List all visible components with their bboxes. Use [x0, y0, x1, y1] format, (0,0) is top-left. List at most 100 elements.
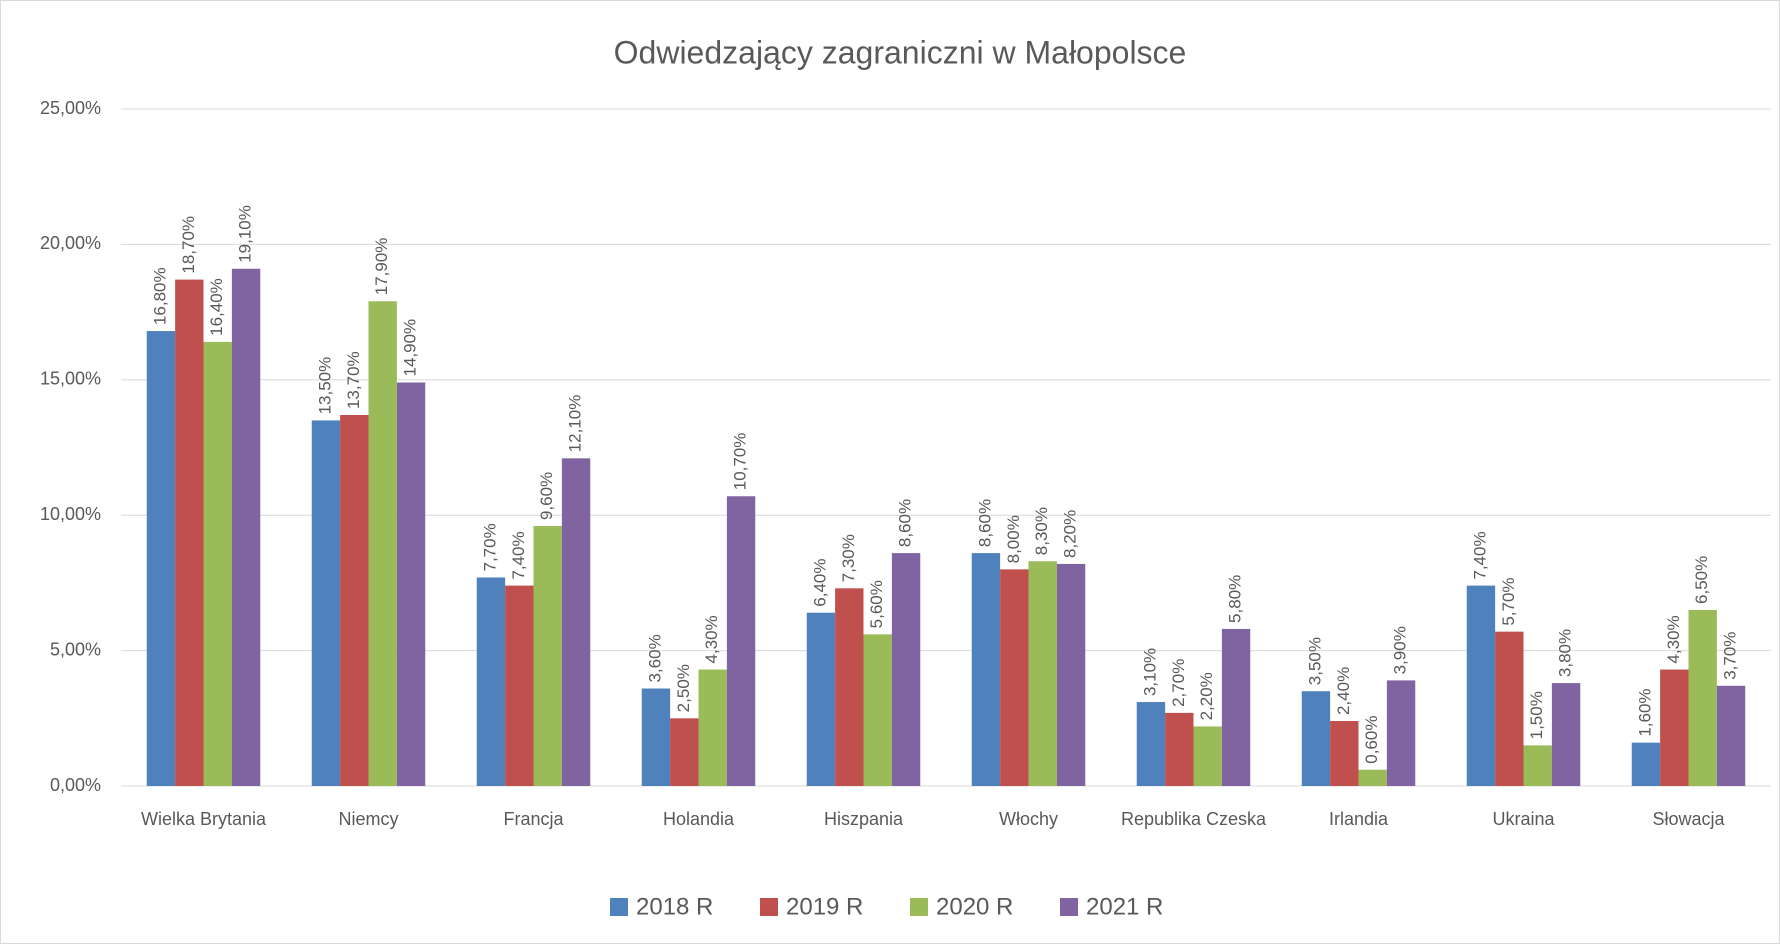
chart-title: Odwiedzający zagraniczni w Małopolsce [614, 34, 1187, 70]
bar [806, 612, 836, 786]
data-label: 1,60% [1635, 688, 1654, 736]
bar [231, 268, 261, 787]
bar [311, 420, 341, 786]
data-label: 2,40% [1334, 667, 1353, 715]
data-label: 3,70% [1721, 632, 1740, 680]
x-tick-label: Irlandia [1329, 809, 1389, 829]
bar [863, 634, 892, 786]
legend-swatch [760, 898, 778, 916]
y-tick-label: 15,00% [40, 369, 101, 389]
data-label: 6,50% [1692, 556, 1711, 604]
y-tick-label: 10,00% [40, 504, 101, 524]
data-label: 1,50% [1527, 691, 1546, 739]
bar [1523, 745, 1552, 786]
bar [1165, 712, 1194, 786]
bar [146, 331, 176, 786]
data-label: 3,60% [645, 634, 664, 682]
data-label: 8,60% [896, 499, 915, 547]
data-label: 6,40% [810, 558, 829, 606]
data-label: 8,30% [1032, 507, 1051, 555]
x-tick-label: Holandia [663, 809, 735, 829]
bar [1193, 726, 1222, 786]
y-tick-label: 25,00% [40, 98, 101, 118]
data-label: 9,60% [537, 472, 556, 520]
bar [1631, 742, 1661, 786]
bar [1221, 628, 1251, 786]
data-label: 4,30% [1664, 615, 1683, 663]
bar [175, 279, 204, 786]
data-label: 5,80% [1226, 575, 1245, 623]
bar [476, 577, 506, 786]
bar [1716, 685, 1746, 786]
bar [1495, 631, 1524, 786]
bar [1551, 683, 1581, 786]
data-label: 13,70% [344, 351, 363, 409]
bar [891, 553, 921, 786]
x-tick-label: Hiszpania [824, 809, 904, 829]
data-label: 5,60% [867, 580, 886, 628]
data-label: 0,60% [1362, 716, 1381, 764]
data-label: 2,70% [1169, 659, 1188, 707]
legend-swatch [1060, 898, 1078, 916]
legend-label: 2020 R [936, 893, 1013, 920]
legend-swatch [610, 898, 628, 916]
bar [505, 585, 534, 786]
bar [1330, 721, 1359, 786]
x-tick-label: Niemcy [338, 809, 398, 829]
bar [1688, 609, 1717, 786]
legend-label: 2018 R [636, 893, 713, 920]
bar [561, 458, 591, 786]
bar [698, 669, 727, 786]
x-tick-label: Ukraina [1492, 809, 1555, 829]
x-tick-label: Republika Czeska [1121, 809, 1267, 829]
bar [203, 341, 232, 786]
data-label: 7,30% [839, 534, 858, 582]
bar [396, 382, 426, 786]
bar [1301, 691, 1331, 786]
data-label: 17,90% [372, 238, 391, 296]
legend-swatch [910, 898, 928, 916]
y-tick-label: 0,00% [50, 775, 101, 795]
data-label: 8,20% [1061, 510, 1080, 558]
bar [1136, 702, 1166, 786]
bar [1660, 669, 1689, 786]
data-label: 14,90% [401, 319, 420, 377]
bar [1358, 769, 1387, 786]
data-label: 16,40% [207, 278, 226, 336]
bar [1386, 680, 1416, 786]
legend-label: 2019 R [786, 893, 863, 920]
bar [1466, 585, 1496, 786]
bar [971, 553, 1001, 786]
bar [670, 718, 699, 786]
bar [368, 301, 397, 786]
data-label: 12,10% [566, 395, 585, 453]
data-label: 19,10% [236, 205, 255, 263]
data-label: 4,30% [702, 615, 721, 663]
data-label: 7,40% [1470, 531, 1489, 579]
y-tick-label: 20,00% [40, 233, 101, 253]
data-label: 2,50% [674, 664, 693, 712]
data-label: 3,10% [1140, 648, 1159, 696]
bar [1028, 561, 1057, 786]
data-label: 10,70% [731, 433, 750, 491]
bar [726, 496, 756, 786]
data-label: 7,70% [480, 523, 499, 571]
data-label: 3,90% [1391, 626, 1410, 674]
data-label: 7,40% [509, 531, 528, 579]
bar [835, 588, 864, 786]
bar [340, 415, 369, 786]
x-tick-label: Włochy [999, 809, 1058, 829]
bar [1000, 569, 1029, 786]
data-label: 3,50% [1305, 637, 1324, 685]
x-tick-label: Słowacja [1652, 809, 1725, 829]
legend-label: 2021 R [1086, 893, 1163, 920]
data-label: 2,20% [1197, 672, 1216, 720]
data-label: 5,70% [1499, 577, 1518, 625]
data-label: 16,80% [150, 267, 169, 325]
x-tick-label: Wielka Brytania [141, 809, 267, 829]
x-tick-label: Francja [503, 809, 564, 829]
bar [1056, 563, 1086, 786]
bar [533, 526, 562, 786]
